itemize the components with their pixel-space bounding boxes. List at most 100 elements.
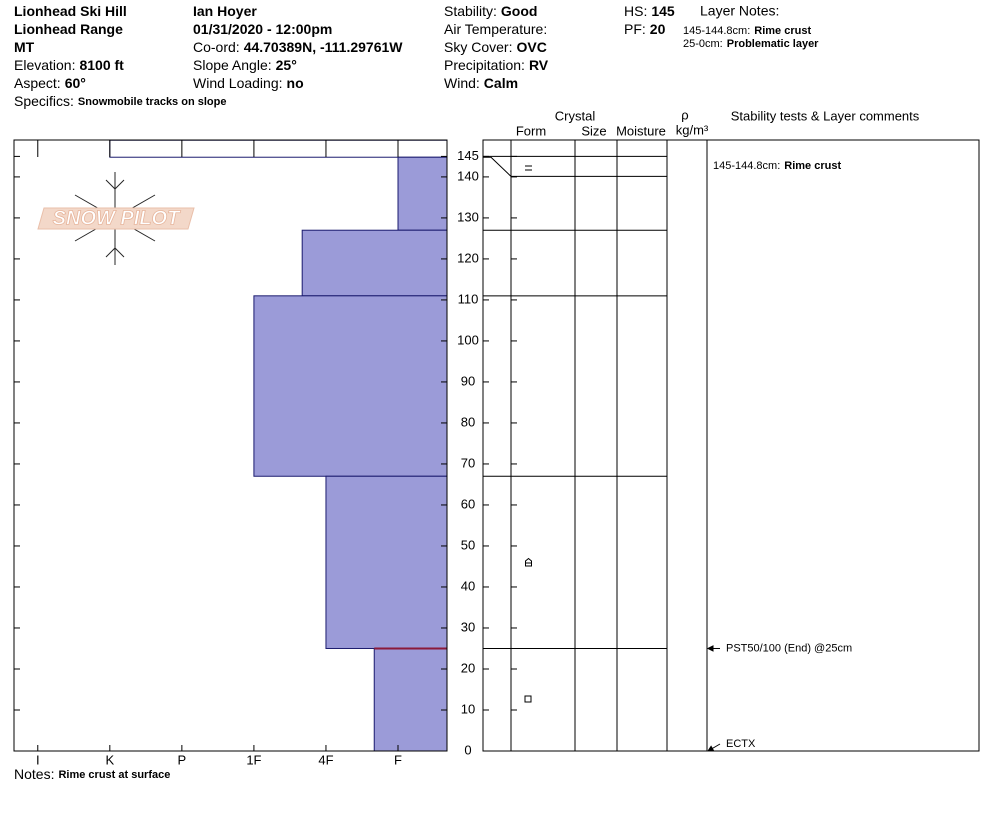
y-tick-label: 100 (457, 332, 479, 347)
y-tick-label: 90 (461, 373, 475, 388)
header-field: Ian Hoyer (193, 3, 257, 19)
y-tick-label: 110 (458, 291, 479, 306)
header-field: 01/31/2020 - 12:00pm (193, 21, 332, 37)
header-field-value: 8100 ft (79, 57, 124, 73)
hardness-bar (109, 139, 448, 158)
header-field-value: RV (529, 57, 549, 73)
hardness-bar (373, 647, 448, 752)
y-tick-label: 40 (461, 578, 475, 593)
header-field: Aspect: 60° (14, 75, 86, 91)
header-field: PF: 20 (624, 21, 666, 37)
column-header: Size (581, 123, 606, 138)
header-field-label: Wind: (444, 75, 480, 91)
test-arrowhead (707, 745, 715, 752)
layer-comment-label: 145-144.8cm: (713, 160, 780, 172)
watermark-text: SNOW PILOT (53, 207, 181, 229)
x-tick-label: I (36, 752, 40, 767)
header-field-label: PF: (624, 21, 646, 37)
y-tick-label: 0 (464, 742, 471, 757)
header-field-label: Air Temperature: (444, 21, 547, 37)
layer-notes-title: Layer Notes: (700, 3, 779, 19)
notes-value: Rime crust at surface (58, 769, 170, 781)
grain-symbol (525, 557, 532, 567)
x-tick-label: 4F (318, 752, 333, 767)
header-field-label: Aspect: (14, 75, 61, 91)
header-field-label: Slope Angle: (193, 57, 272, 73)
y-tick-label: 80 (461, 414, 475, 429)
layer-note-value: Rime crust (754, 25, 811, 37)
layer-note: 145-144.8cm: Rime crust (683, 25, 811, 37)
column-header: Form (516, 123, 546, 138)
layer-comment: 145-144.8cm: Rime crust (713, 160, 841, 172)
header-field-label: Co-ord: (193, 39, 240, 55)
test-result: PST50/100 (End) @25cm (726, 642, 852, 654)
header-field: Co-ord: 44.70389N, -111.29761W (193, 39, 403, 55)
header-field-value: Calm (484, 75, 518, 91)
header-field-value: 25° (276, 57, 297, 73)
header-field-label: Stability: (444, 3, 497, 19)
watermark-band (37, 207, 195, 230)
x-tick-label: 1F (246, 752, 261, 767)
header-field-value: 01/31/2020 - 12:00pm (193, 21, 332, 37)
header-field-value: 145 (651, 3, 675, 19)
header-field-value: Lionhead Ski Hill (14, 3, 127, 19)
column-header: Crystal (555, 108, 596, 123)
header-field-value: Good (501, 3, 538, 19)
y-tick-label: 130 (457, 209, 479, 224)
header-field-label: Precipitation: (444, 57, 525, 73)
table-frame (482, 139, 980, 752)
column-header: ρ (681, 107, 688, 122)
specifics: Specifics: Snowmobile tracks on slope (14, 93, 226, 109)
header-field-value: MT (14, 39, 35, 55)
layer-comment-value: Rime crust (784, 160, 841, 172)
header-field-value: 60° (65, 75, 86, 91)
header-field-value: Ian Hoyer (193, 3, 257, 19)
y-tick-label: 140 (457, 168, 479, 183)
y-tick-label: 145 (457, 148, 479, 163)
header-field-label: Elevation: (14, 57, 75, 73)
header-field-value: 44.70389N, -111.29761W (244, 39, 404, 55)
hardness-bar (397, 156, 448, 231)
header-field-label: Sky Cover: (444, 39, 512, 55)
header-field: Elevation: 8100 ft (14, 57, 124, 73)
header-field-value: no (287, 75, 304, 91)
header-field-value: Lionhead Range (14, 21, 123, 37)
hardness-bar (253, 295, 448, 477)
column-header: kg/m³ (676, 122, 709, 137)
hardness-bar (325, 475, 448, 649)
header-field: Wind: Calm (444, 75, 518, 91)
layer-note: 25-0cm: Problematic layer (683, 38, 819, 50)
header-field: Lionhead Range (14, 21, 123, 37)
y-tick-label: 50 (461, 537, 475, 552)
y-tick-label: 60 (461, 496, 475, 511)
test-arrowhead (706, 645, 714, 652)
y-tick-label: 70 (461, 455, 475, 470)
header-field-value: OVC (516, 39, 546, 55)
specifics-label: Specifics: (14, 93, 74, 109)
header-field: Slope Angle: 25° (193, 57, 297, 73)
x-tick-label: P (178, 752, 187, 767)
header-field: Sky Cover: OVC (444, 39, 547, 55)
flake-stroke (105, 247, 125, 258)
header-field: Lionhead Ski Hill (14, 3, 127, 19)
header-field: HS: 145 (624, 3, 675, 19)
grain-symbols (524, 165, 532, 703)
column-header: Stability tests & Layer comments (731, 108, 920, 123)
y-tick-label: 120 (457, 250, 479, 265)
test-result: ECTX (726, 738, 756, 750)
column-header: Moisture (616, 123, 666, 138)
hardness-bar (301, 229, 448, 297)
layer-note-label: 25-0cm: (683, 38, 723, 50)
notes-label: Notes: (14, 766, 54, 782)
header-field: Stability: Good (444, 3, 537, 19)
header-field-value: 20 (650, 21, 666, 37)
specifics-value: Snowmobile tracks on slope (78, 96, 227, 108)
hardness-frame (13, 139, 448, 752)
header-field: Wind Loading: no (193, 75, 304, 91)
layer-note-value: Problematic layer (727, 38, 819, 50)
header-field-label: HS: (624, 3, 647, 19)
grain-symbol (524, 695, 532, 703)
y-tick-label: 30 (461, 619, 475, 634)
header-field: Precipitation: RV (444, 57, 549, 73)
header-field: Air Temperature: (444, 21, 547, 37)
